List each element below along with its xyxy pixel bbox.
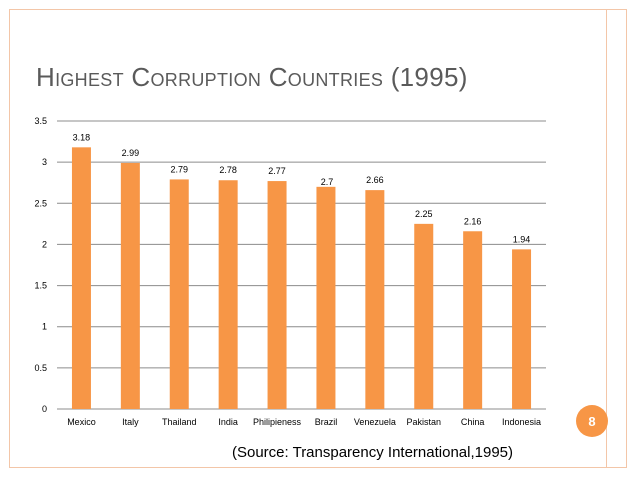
data-label: 2.7 [321,177,334,187]
y-tick-label: 0.5 [34,363,47,373]
data-label: 2.66 [366,175,384,185]
y-tick-label: 2.5 [34,198,47,208]
data-label: 2.79 [170,164,188,174]
data-label: 2.78 [219,165,237,175]
bar-pakistan [414,223,434,409]
slide-frame [9,9,627,468]
y-tick-label: 1 [42,322,47,332]
data-label: 2.99 [122,148,140,158]
data-label: 3.18 [73,132,91,142]
bar-brazil [316,186,336,409]
x-tick-label: Pakistan [406,417,441,427]
data-label: 1.94 [513,234,531,244]
bar-india [218,180,238,409]
bars [71,147,532,409]
x-tick-label: Brazil [315,417,338,427]
y-tick-label: 1.5 [34,281,47,291]
y-tick-label: 3.5 [34,116,47,126]
slide-right-rule [606,10,607,467]
x-axis-ticks: Mexico Italy Thailand India Philipieness Braz… [67,417,541,427]
data-labels: 3.18 2.99 2.79 2.78 2.77 2.7 2.66 2.25 2.16 1.94 [73,132,531,244]
data-label: 2.77 [268,166,286,176]
y-tick-label: 2 [42,239,47,249]
bar-venezuela [365,190,385,409]
bar-mexico [71,147,91,409]
x-tick-label: Indonesia [502,417,541,427]
x-tick-label: Italy [122,417,139,427]
x-tick-label: Philipieness [253,417,302,427]
x-tick-label: Mexico [67,417,96,427]
x-tick-label: Thailand [162,417,197,427]
bar-thailand [169,179,189,409]
bar-indonesia [512,249,532,409]
bar-philipieness [267,181,287,409]
y-axis-ticks: 0 0.5 1 1.5 2 2.5 3 3.5 [34,116,47,414]
y-tick-label: 0 [42,404,47,414]
source-note: (Source: Transparency International,1995… [232,444,513,461]
x-tick-label: India [218,417,238,427]
x-tick-label: Venezuela [354,417,396,427]
slide-title: Highest Corruption Countries (1995) [36,62,468,92]
data-label: 2.16 [464,216,482,226]
bar-italy [120,162,140,409]
x-tick-label: China [461,417,485,427]
page-number: 8 [588,413,596,429]
page-number-badge: 8 [576,405,608,437]
data-label: 2.25 [415,209,433,219]
y-tick-label: 3 [42,157,47,167]
bar-china [463,231,483,409]
